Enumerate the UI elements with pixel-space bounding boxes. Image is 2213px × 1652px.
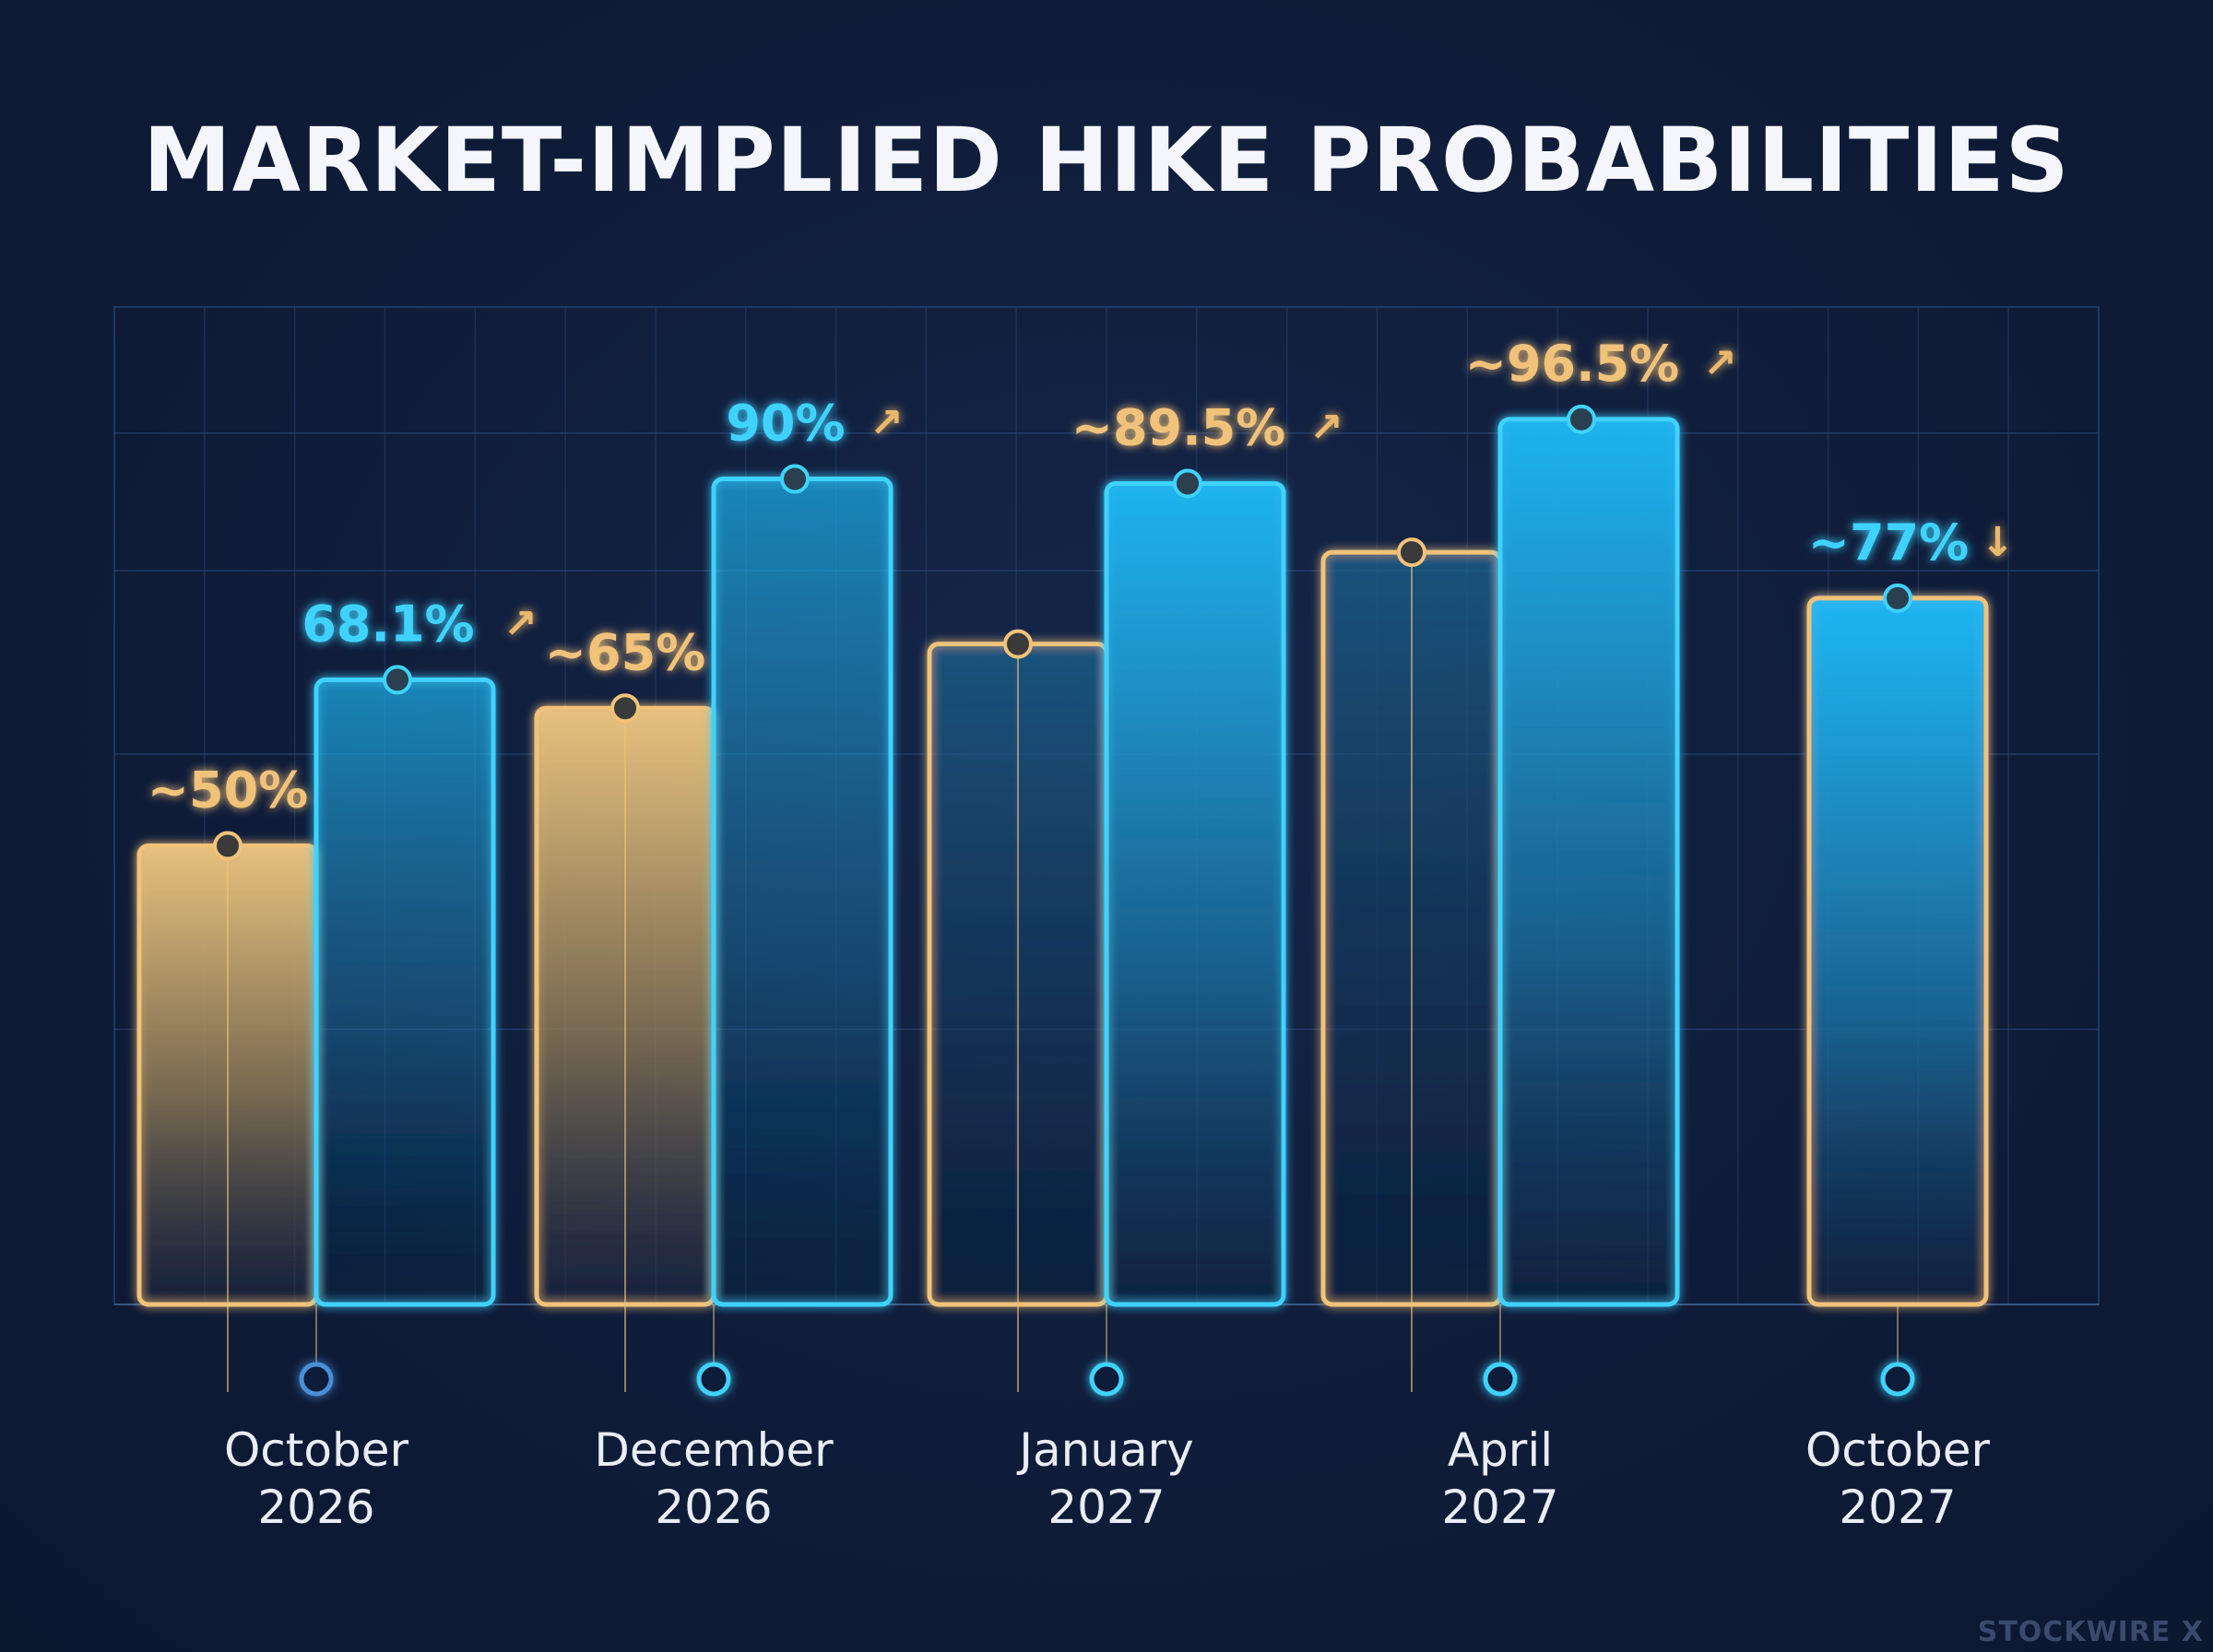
x-tick-label: 2027 xyxy=(1441,1481,1558,1534)
blue-marker xyxy=(780,464,810,494)
gold-value-label: ~65% xyxy=(545,623,706,681)
gold-marker xyxy=(1397,537,1426,568)
timeline-node xyxy=(696,1362,731,1397)
x-tick-label: 2026 xyxy=(655,1481,772,1534)
trend-arrow: ↗ xyxy=(870,400,904,447)
bar-blue xyxy=(1104,480,1286,1307)
blue-marker xyxy=(383,665,412,695)
trend-arrow: ↗ xyxy=(1309,404,1343,451)
blue-value-label: 90% xyxy=(726,395,845,453)
bars xyxy=(136,404,1989,1392)
trend-arrow: ↗ xyxy=(1703,340,1737,387)
blue-value-label: 68.1% xyxy=(302,595,474,653)
timeline-node xyxy=(1483,1362,1518,1397)
x-tick-label: April xyxy=(1448,1423,1553,1477)
timeline-node xyxy=(1880,1362,1915,1397)
bar-blue xyxy=(711,477,893,1307)
gold-marker xyxy=(1003,629,1033,659)
bar-blue xyxy=(1806,596,1989,1307)
trend-arrow: ↗ xyxy=(503,600,538,647)
value-labels: ~50%68.1% ↗ ~65%90% ↗ ~89.5% ↗~96.5% ↗~77%… xyxy=(148,335,2015,820)
bar-blue xyxy=(1497,417,1680,1307)
chart-title: MARKET-IMPLIED HIKE PROBABILITIES xyxy=(143,109,2070,212)
x-tick-label: 2026 xyxy=(257,1481,374,1534)
watermark: STOCKWIRE X xyxy=(1977,1616,2204,1648)
gold-value-label: ~50% xyxy=(148,761,309,820)
blue-marker xyxy=(1173,468,1202,499)
gold-marker xyxy=(213,831,243,861)
blue-marker xyxy=(1883,583,1912,613)
blue-value-label: ~77% xyxy=(1808,513,1970,572)
blue-value-label: ~96.5% xyxy=(1465,335,1680,393)
timeline-node xyxy=(1089,1362,1124,1397)
x-tick-label: January xyxy=(1016,1423,1194,1477)
x-tick-label: 2027 xyxy=(1047,1481,1165,1534)
x-tick-label: 2027 xyxy=(1839,1481,1956,1534)
blue-value-label: ~89.5% xyxy=(1071,398,1286,456)
x-tick-label: October xyxy=(224,1423,409,1477)
timeline: October2026December2026January2027April2… xyxy=(224,1304,1991,1534)
x-tick-label: December xyxy=(594,1423,834,1477)
trend-arrow: ↓ xyxy=(1981,519,2015,566)
blue-marker xyxy=(1567,404,1596,434)
x-tick-label: October xyxy=(1805,1423,1991,1477)
timeline-node xyxy=(299,1362,334,1397)
gold-marker xyxy=(610,693,640,724)
bar-blue xyxy=(314,677,496,1307)
